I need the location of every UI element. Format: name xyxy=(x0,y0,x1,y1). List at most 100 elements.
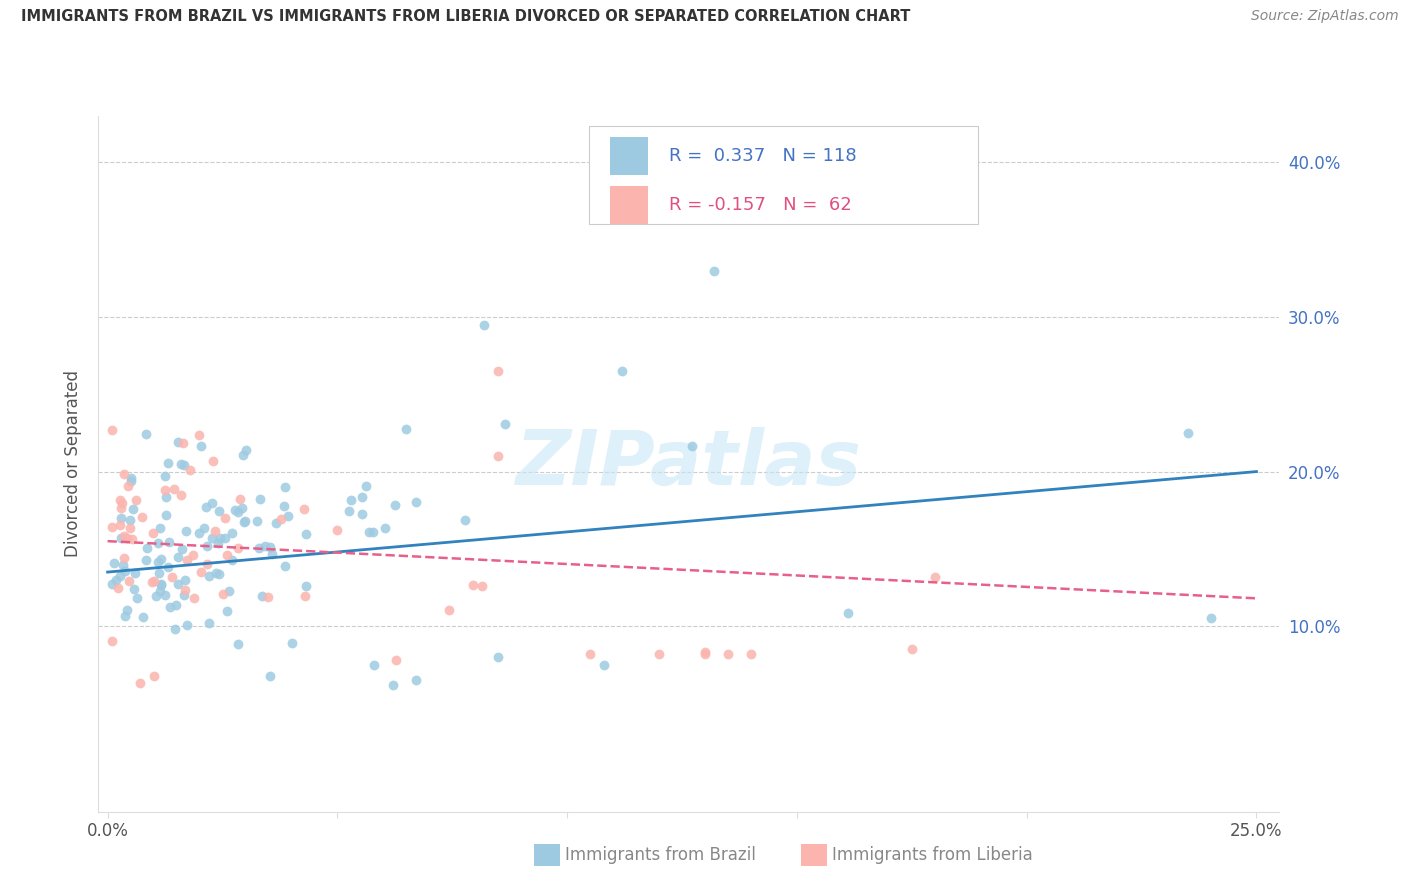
Point xyxy=(117,479,139,493)
Point xyxy=(901,642,924,657)
Point xyxy=(125,493,148,508)
Point xyxy=(136,541,159,555)
Point xyxy=(924,570,946,584)
Point xyxy=(190,440,212,454)
Point xyxy=(212,587,235,601)
Point xyxy=(221,553,243,567)
Point xyxy=(153,588,176,602)
Point xyxy=(173,588,195,602)
Point xyxy=(201,531,224,545)
Point xyxy=(385,653,408,667)
Point xyxy=(150,551,173,566)
Point xyxy=(215,604,238,618)
Point xyxy=(295,579,318,593)
Point xyxy=(224,503,246,517)
Point xyxy=(233,514,256,528)
Point xyxy=(121,533,143,547)
Point xyxy=(340,492,363,507)
Point xyxy=(208,566,231,581)
Point xyxy=(170,488,193,502)
Point xyxy=(135,553,157,567)
Point xyxy=(259,540,281,554)
Point xyxy=(190,565,212,579)
Point xyxy=(337,504,360,518)
Point xyxy=(128,676,150,690)
Point xyxy=(254,539,277,553)
Point xyxy=(101,576,124,591)
Point xyxy=(122,582,145,596)
Point xyxy=(122,501,145,516)
Point xyxy=(352,507,374,521)
Point xyxy=(292,501,315,516)
Point xyxy=(181,548,204,562)
Point xyxy=(112,551,135,566)
Point xyxy=(165,598,187,612)
Point xyxy=(579,647,602,661)
Point xyxy=(363,657,385,672)
Point xyxy=(114,565,136,579)
Point xyxy=(174,573,197,587)
Point xyxy=(264,516,287,530)
Point xyxy=(120,475,142,489)
Point xyxy=(405,673,427,688)
Point xyxy=(257,590,280,604)
Point xyxy=(195,557,218,571)
Point xyxy=(155,490,177,504)
Point xyxy=(693,647,716,661)
Point xyxy=(170,541,193,556)
Point xyxy=(226,541,249,556)
Point xyxy=(837,606,859,620)
Point xyxy=(183,591,205,606)
Point xyxy=(110,511,132,525)
FancyBboxPatch shape xyxy=(589,127,979,224)
Point xyxy=(156,456,179,470)
Point xyxy=(405,495,427,509)
Point xyxy=(163,482,186,496)
FancyBboxPatch shape xyxy=(610,136,648,175)
Point xyxy=(107,581,129,595)
Point xyxy=(229,491,252,506)
Point xyxy=(494,417,516,431)
Point xyxy=(160,570,183,584)
Text: IMMIGRANTS FROM BRAZIL VS IMMIGRANTS FROM LIBERIA DIVORCED OR SEPARATED CORRELAT: IMMIGRANTS FROM BRAZIL VS IMMIGRANTS FRO… xyxy=(21,9,911,24)
Point xyxy=(173,458,195,473)
Point xyxy=(172,435,194,450)
Point xyxy=(381,678,404,692)
Point xyxy=(259,669,281,683)
Point xyxy=(149,583,172,598)
Point xyxy=(228,637,250,651)
Point xyxy=(1199,611,1222,625)
Point xyxy=(115,603,138,617)
Point xyxy=(173,582,195,597)
Point xyxy=(174,524,197,538)
Point xyxy=(149,576,172,591)
Point xyxy=(260,547,283,561)
Point xyxy=(166,435,188,450)
Point xyxy=(163,623,186,637)
Point xyxy=(252,590,274,604)
Point xyxy=(142,574,165,588)
Point xyxy=(150,577,173,591)
Point xyxy=(281,635,304,649)
Point xyxy=(486,364,509,378)
Point xyxy=(132,610,155,624)
Point xyxy=(110,517,132,532)
Point xyxy=(101,520,124,534)
Point xyxy=(117,574,139,589)
Point xyxy=(176,553,198,567)
Point xyxy=(221,526,243,541)
Point xyxy=(124,566,146,580)
Text: Source: ZipAtlas.com: Source: ZipAtlas.com xyxy=(1251,9,1399,23)
Point xyxy=(145,589,167,603)
Text: ZIPatlas: ZIPatlas xyxy=(516,427,862,500)
Point xyxy=(207,536,229,550)
Point xyxy=(142,525,165,540)
Point xyxy=(274,558,297,573)
Point xyxy=(612,364,634,378)
Point xyxy=(204,524,226,538)
Point xyxy=(135,427,157,442)
Point xyxy=(127,591,149,606)
Point xyxy=(474,318,496,332)
Point xyxy=(681,439,703,453)
Point xyxy=(120,513,142,527)
